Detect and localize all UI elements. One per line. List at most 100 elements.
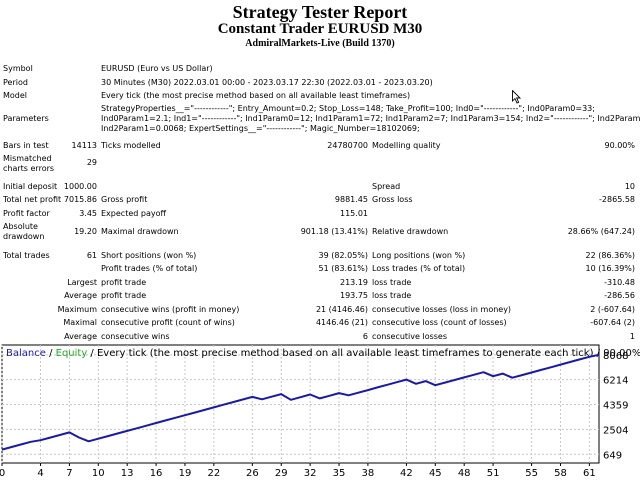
trades-label: Total trades <box>3 251 50 260</box>
grossprofit-value: 9881.45 <box>334 195 368 204</box>
grossloss-value: -2865.58 <box>599 195 635 204</box>
short-value: 39 (82.05%) <box>318 251 368 260</box>
avg-consec-losses-value: 1 <box>629 332 635 341</box>
maximal-consec-profit-label: consecutive profit (count of wins) <box>101 318 235 327</box>
maximum-label: Maximum <box>57 305 97 314</box>
x-tick-label: 61 <box>583 468 596 479</box>
maxdd-label: Maximal drawdown <box>101 227 179 236</box>
y-tick-label: 6214 <box>603 376 628 387</box>
chart-plot-area <box>1 344 600 464</box>
x-tick-label: 58 <box>554 468 567 479</box>
payoff-label: Expected payoff <box>101 209 166 218</box>
legend-description: / Every tick (the most precise method ba… <box>87 348 640 359</box>
period-value: 30 Minutes (M30) 2022.03.01 00:00 - 2023… <box>101 78 433 87</box>
chart-grid <box>1 345 599 463</box>
x-tick-label: 13 <box>121 468 134 479</box>
maxdd-value: 901.18 (13.41%) <box>300 227 368 236</box>
profittrades-label: Profit trades (% of total) <box>101 264 198 273</box>
spread-label: Spread <box>372 182 401 191</box>
average-profit-label: profit trade <box>101 291 147 300</box>
bars-label: Bars in test <box>3 141 49 150</box>
spread-value: 10 <box>624 182 635 191</box>
max-consec-losses-value: 2 (-607.64) <box>590 305 635 314</box>
largest-loss-label: loss trade <box>372 278 412 287</box>
symbol-value: EURUSD (Euro vs US Dollar) <box>101 64 213 73</box>
netprofit-label: Total net profit <box>3 195 62 204</box>
x-tick-label: 7 <box>66 468 72 479</box>
symbol-label: Symbol <box>3 64 33 73</box>
largest-label: Largest <box>67 278 97 287</box>
maximal-consec-loss-label: consecutive loss (count of losses) <box>372 318 507 327</box>
y-tick-label: 8068 <box>603 351 628 362</box>
x-tick-label: 26 <box>246 468 259 479</box>
payoff-value: 115.01 <box>340 209 368 218</box>
x-tick-label: 16 <box>150 468 163 479</box>
server-info: AdmiralMarkets-Live (Build 1370) <box>245 38 395 49</box>
legend-equity: Equity <box>56 348 88 359</box>
reldd-label: Relative drawdown <box>372 227 449 236</box>
model-value: Every tick (the most precise method base… <box>101 91 411 100</box>
x-tick-label: 51 <box>487 468 500 479</box>
max-consec-wins-label: consecutive wins (profit in money) <box>101 305 240 314</box>
average-label: Average <box>64 291 97 300</box>
chart-legend: Balance / Equity / Every tick (the most … <box>6 348 640 359</box>
x-tick-label: 42 <box>400 468 413 479</box>
x-tick-label: 32 <box>304 468 317 479</box>
profittrades-value: 51 (83.61%) <box>318 264 368 273</box>
ticks-value: 24780700 <box>327 141 368 150</box>
x-tick-label: 19 <box>179 468 192 479</box>
y-tick-label: 649 <box>603 450 622 461</box>
largest-loss-value: -310.48 <box>604 278 635 287</box>
x-tick-label: 35 <box>333 468 346 479</box>
short-label: Short positions (won %) <box>101 251 197 260</box>
absdd-value: 19.20 <box>74 227 97 236</box>
mouse-cursor-icon <box>512 90 522 104</box>
avg-consec-wins-label: consecutive wins <box>101 332 170 341</box>
largest-profit-label: profit trade <box>101 278 147 287</box>
absdd-label: Absolute drawdown <box>3 222 45 241</box>
x-tick-label: 10 <box>92 468 105 479</box>
parameters-line-2: Ind0Param1=2.1; Ind1="------------"; Ind… <box>101 114 640 123</box>
series-line-balance <box>1 353 600 451</box>
long-value: 22 (86.36%) <box>585 251 635 260</box>
avg-consec-wins-value: 6 <box>362 332 368 341</box>
model-label: Model <box>3 91 28 100</box>
period-label: Period <box>3 78 28 87</box>
bars-value: 14113 <box>71 141 97 150</box>
ticks-label: Ticks modelled <box>101 141 161 150</box>
y-tick-label: 2504 <box>603 425 628 436</box>
parameters-line-1: StrategyProperties__="------------"; Ent… <box>101 104 595 113</box>
largest-profit-value: 213.19 <box>340 278 368 287</box>
x-tick-label: 55 <box>525 468 538 479</box>
mismatch-label: Mismatched charts errors <box>3 154 55 173</box>
maximal-consec-loss-value: -607.64 (2) <box>590 318 635 327</box>
netprofit-value: 7015.86 <box>63 195 97 204</box>
parameters-line-3: Ind2Param1=0.0068; ExpertSettings__="---… <box>101 124 420 133</box>
losstrades-value: 10 (16.39%) <box>585 264 635 273</box>
losstrades-label: Loss trades (% of total) <box>372 264 466 273</box>
x-tick-label: 45 <box>429 468 442 479</box>
max-consec-wins-value: 21 (4146.46) <box>315 305 368 314</box>
quality-label: Modelling quality <box>372 141 441 150</box>
mismatch-value: 29 <box>86 158 97 167</box>
legend-balance: Balance <box>6 348 46 359</box>
reldd-value: 28.66% (647.24) <box>567 227 635 236</box>
trades-value: 61 <box>86 251 97 260</box>
parameters-label: Parameters <box>3 114 49 123</box>
report-subtitle: Constant Trader EURUSD M30 <box>217 21 423 37</box>
maximal-label: Maximal <box>63 318 97 327</box>
x-tick-label: 0 <box>0 468 5 479</box>
x-tick-label: 22 <box>207 468 220 479</box>
profitfactor-value: 3.45 <box>79 209 97 218</box>
max-consec-losses-label: consecutive losses (loss in money) <box>372 305 512 314</box>
grossprofit-label: Gross profit <box>101 195 148 204</box>
profitfactor-label: Profit factor <box>3 209 50 218</box>
grossloss-label: Gross loss <box>372 195 413 204</box>
deposit-label: Initial deposit <box>3 182 58 191</box>
long-label: Long positions (won %) <box>372 251 466 260</box>
maximal-consec-profit-value: 4146.46 (21) <box>315 318 368 327</box>
quality-value: 90.00% <box>604 141 635 150</box>
x-tick-label: 4 <box>37 468 43 479</box>
average-loss-value: -286.56 <box>604 291 635 300</box>
report-title: Strategy Tester Report <box>232 2 408 22</box>
